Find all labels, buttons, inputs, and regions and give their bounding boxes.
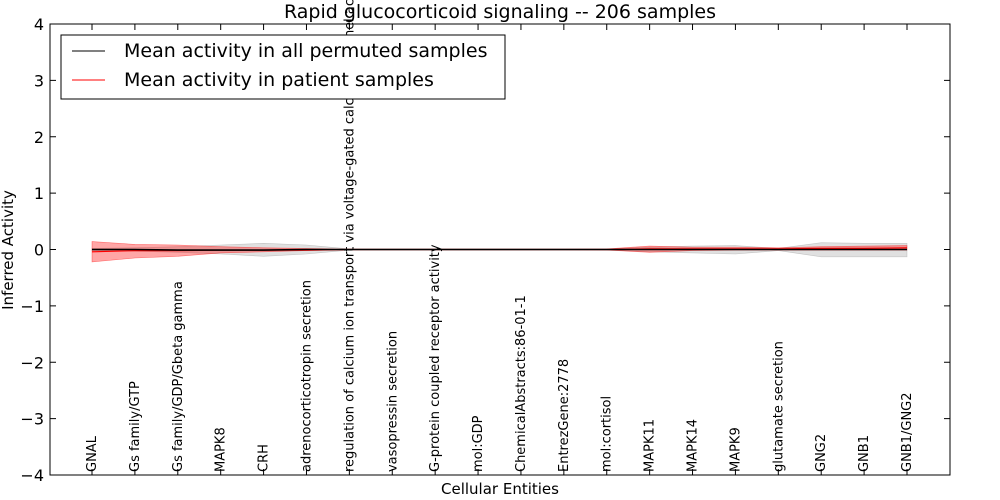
x-tick-label: GNG2 xyxy=(814,434,829,472)
y-tick-label: 0 xyxy=(34,241,44,260)
y-tick-label: −1 xyxy=(20,297,44,316)
x-tick-label: ChemicalAbstracts:86-01-1 xyxy=(514,295,529,472)
x-tick-label: EntrezGene:2778 xyxy=(557,359,572,472)
x-tick-label: GNAL xyxy=(85,435,100,472)
y-tick-label: 4 xyxy=(34,15,44,34)
confidence-bands xyxy=(91,241,908,263)
x-tick-label: CRH xyxy=(257,444,272,472)
x-tick-label: vasopressin secretion xyxy=(385,331,400,472)
x-tick-label: mol:cortisol xyxy=(600,396,615,472)
x-tick-label: Gs family/GDP/Gbeta gamma xyxy=(171,281,186,472)
x-tick-labels: GNAL Gs family/GTP Gs family/GDP/Gbeta gam… xyxy=(85,0,915,475)
x-tick-label: GNB1 xyxy=(857,435,872,472)
x-tick-label: Gs family/GTP xyxy=(128,381,143,472)
y-axis-ticks: 4 3 2 1 0 −1 −2 −3 −4 xyxy=(20,15,950,485)
chart-title: Rapid glucocorticoid signaling -- 206 sa… xyxy=(284,1,716,23)
x-tick-label: adrenocorticotropin secretion xyxy=(299,280,314,472)
y-tick-label: −3 xyxy=(20,410,44,429)
legend-box xyxy=(60,34,506,100)
y-tick-label: 3 xyxy=(34,71,44,90)
y-tick-label: 1 xyxy=(34,184,44,203)
legend-label-patient: Mean activity in patient samples xyxy=(124,69,434,91)
legend-label-permuted: Mean activity in all permuted samples xyxy=(124,40,487,62)
y-tick-label: 2 xyxy=(34,128,44,147)
x-tick-label: glutamate secretion xyxy=(771,341,786,472)
y-tick-label: −2 xyxy=(20,353,44,372)
x-tick-label: MAPK9 xyxy=(728,427,743,472)
x-tick-label: GNB1/GNG2 xyxy=(900,392,915,472)
series-lines xyxy=(91,247,908,253)
legend: Mean activity in all permuted samples Me… xyxy=(60,34,506,100)
x-tick-label: MAPK8 xyxy=(214,427,229,472)
x-tick-label: mol:GDP xyxy=(471,415,486,472)
x-tick-label: regulation of calcium ion transport via … xyxy=(342,0,357,472)
y-tick-label: −4 xyxy=(20,466,44,485)
x-tick-label: G-protein coupled receptor activity xyxy=(428,244,443,472)
x-axis-label: Cellular Entities xyxy=(441,480,559,498)
y-axis-label: Inferred Activity xyxy=(0,190,17,310)
x-tick-label: MAPK14 xyxy=(686,419,701,472)
x-tick-label: MAPK11 xyxy=(643,419,658,472)
line-permuted xyxy=(92,248,907,251)
